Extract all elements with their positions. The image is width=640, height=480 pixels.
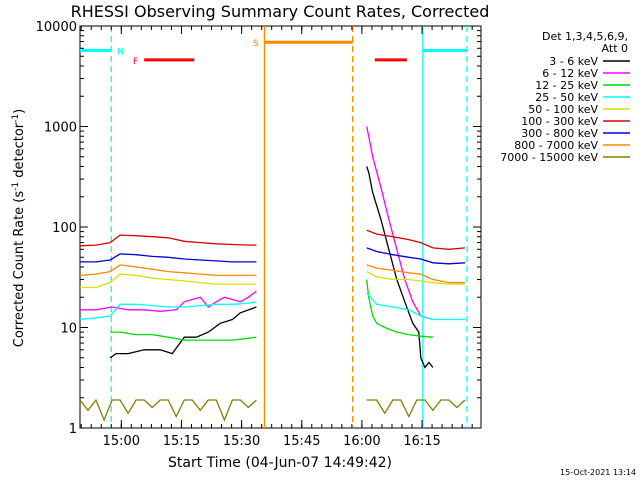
series-line xyxy=(79,264,257,277)
legend-entry-label: 300 - 800 keV xyxy=(521,127,598,140)
series-layer xyxy=(79,126,466,422)
axes-layer: 1 10 100 1000 10000 15:00 15:15 15:30 15:45 16:00… xyxy=(36,20,481,449)
series-line xyxy=(366,271,465,285)
x-tick-label: 15:00 xyxy=(103,434,140,449)
x-tick-label: 16:00 xyxy=(343,434,380,449)
series-line xyxy=(79,301,257,321)
legend-entry-label: 3 - 6 keV xyxy=(549,55,598,68)
x-axis-label: Start Time (04-Jun-07 14:49:42) xyxy=(168,455,392,471)
legend-entry-label: 100 - 300 keV xyxy=(521,115,598,128)
y-tick-label: 10 xyxy=(60,322,77,337)
series-line xyxy=(110,331,257,341)
legend-header: Det 1,3,4,5,6,9, xyxy=(542,30,628,43)
y-axis-label: Corrected Count Rate (s-1 detector-1) xyxy=(11,109,27,347)
legend-entry-label: 800 - 7000 keV xyxy=(514,139,598,152)
y-tick-label: 10000 xyxy=(36,20,77,35)
y-axis-label-part: detector xyxy=(12,122,27,182)
series-line xyxy=(366,166,434,369)
series-line xyxy=(366,264,465,284)
plot-border xyxy=(79,25,482,429)
series-line xyxy=(366,292,465,321)
y-axis-label-sup: -1 xyxy=(11,182,21,191)
y-axis-label-part: ) xyxy=(12,109,27,114)
y-axis-label-part: Corrected Count Rate (s xyxy=(12,191,27,348)
x-tick-label: 15:45 xyxy=(283,434,320,449)
series-line xyxy=(366,126,434,321)
series-line xyxy=(80,290,257,312)
chart-title: RHESSI Observing Summary Count Rates, Co… xyxy=(71,2,490,21)
plot-frame xyxy=(79,25,482,429)
legend-entry-label: 12 - 25 keV xyxy=(535,79,598,92)
flag-label: S xyxy=(253,39,259,49)
series-line xyxy=(80,273,257,289)
series-line xyxy=(366,229,466,250)
legend-entry-label: 6 - 12 keV xyxy=(542,67,598,80)
legend-entry-label: 25 - 50 keV xyxy=(535,91,598,104)
footer-timestamp: 15-Oct-2021 13:14 xyxy=(560,468,636,477)
y-tick-label: 1 xyxy=(69,422,77,437)
x-tick-label: 15:15 xyxy=(163,434,200,449)
flag-label: F xyxy=(133,57,138,67)
y-tick-label: 1000 xyxy=(44,121,77,136)
y-tick-label: 100 xyxy=(52,221,77,236)
legend-entry-label: 50 - 100 keV xyxy=(528,103,598,116)
series-line xyxy=(366,247,466,265)
series-line xyxy=(80,253,257,263)
x-tick-label: 15:30 xyxy=(223,434,260,449)
y-axis-label-sup: -1 xyxy=(11,114,21,123)
legend-header: Att 0 xyxy=(602,42,628,55)
series-line xyxy=(366,279,433,338)
series-line xyxy=(79,398,257,422)
series-line xyxy=(79,234,257,247)
flags-layer: NF S xyxy=(80,26,468,428)
series-line xyxy=(366,399,466,418)
x-tick-label: 16:15 xyxy=(403,434,440,449)
legend-entry-label: 7000 - 15000 keV xyxy=(500,151,598,164)
flag-label: N xyxy=(117,48,124,58)
series-line xyxy=(109,306,257,359)
